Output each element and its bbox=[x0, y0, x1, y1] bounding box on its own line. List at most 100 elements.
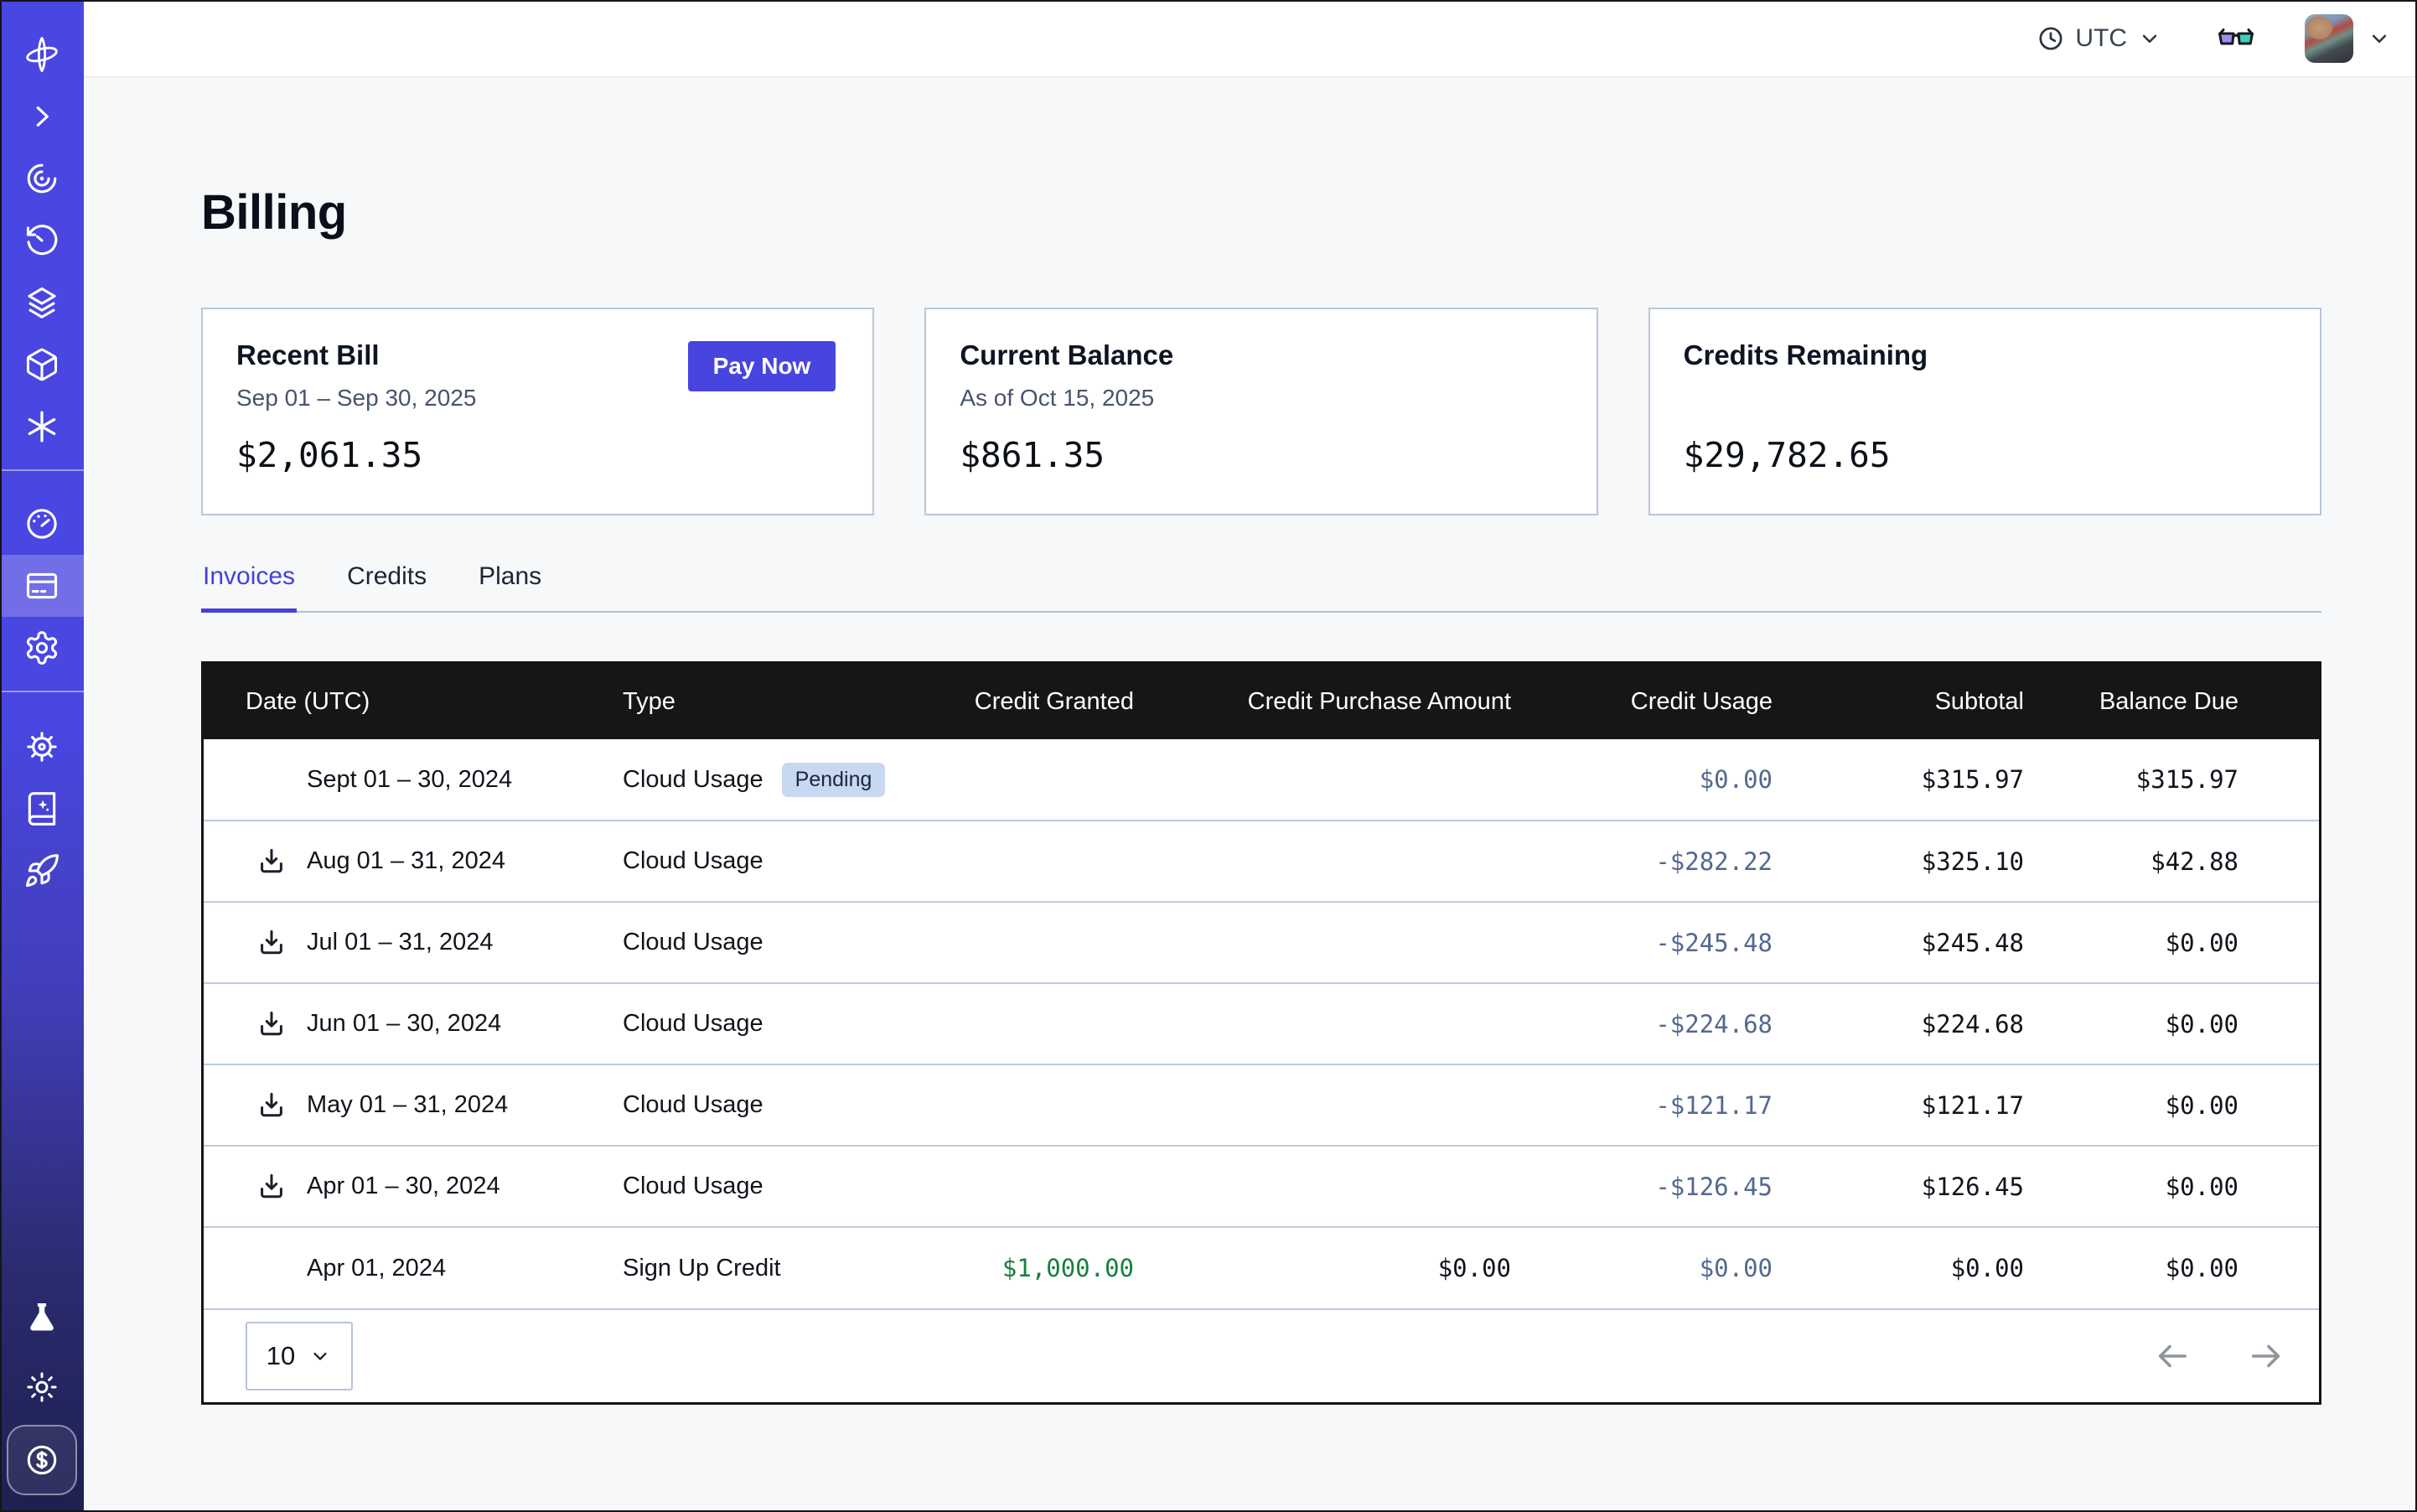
sidebar-divider bbox=[0, 691, 84, 692]
invoice-period: Apr 01 – 30, 2024 bbox=[307, 1173, 500, 1200]
sun-icon bbox=[24, 1370, 60, 1405]
download-invoice-button[interactable] bbox=[255, 845, 288, 878]
layers-icon bbox=[23, 284, 60, 321]
next-page-button[interactable] bbox=[2247, 1337, 2285, 1375]
credit-purchase-cell bbox=[1134, 983, 1511, 1064]
user-menu[interactable] bbox=[2305, 14, 2392, 63]
summary-cards: Recent Bill Sep 01 – Sep 30, 2025 Pay No… bbox=[201, 308, 2321, 515]
status-badge: Pending bbox=[782, 763, 886, 797]
invoice-type: Sign Up Credit bbox=[623, 1255, 781, 1282]
balance-due-cell: $0.00 bbox=[2024, 902, 2319, 983]
download-invoice-button[interactable] bbox=[255, 1170, 288, 1204]
credit-purchase-cell bbox=[1134, 902, 1511, 983]
card-title: Current Balance bbox=[960, 339, 1173, 371]
credit-granted-cell bbox=[924, 739, 1134, 821]
download-invoice-button[interactable] bbox=[255, 1007, 288, 1041]
sidebar-item-helm[interactable] bbox=[0, 716, 84, 778]
table-row: Apr 01, 2024 Sign Up Credit $1,000.00 $0… bbox=[204, 1227, 2319, 1308]
tab-plans[interactable]: Plans bbox=[477, 562, 543, 613]
column-header-credit-purchase: Credit Purchase Amount bbox=[1134, 664, 1511, 739]
credits-remaining-amount: $29,782.65 bbox=[1684, 435, 2283, 475]
subtotal-cell: $0.00 bbox=[1773, 1227, 2024, 1308]
download-icon bbox=[256, 1090, 287, 1121]
main-content: Billing Recent Bill Sep 01 – Sep 30, 202… bbox=[84, 77, 2417, 1512]
subtotal-cell: $325.10 bbox=[1773, 821, 2024, 902]
timezone-selector[interactable]: UTC bbox=[2037, 24, 2162, 53]
credits-reward-button[interactable] bbox=[7, 1425, 77, 1495]
credit-purchase-cell bbox=[1134, 821, 1511, 902]
sidebar-item-billing[interactable] bbox=[0, 555, 84, 617]
sidebar-item-settings[interactable] bbox=[0, 617, 84, 679]
page-size-select[interactable]: 10 bbox=[246, 1322, 353, 1390]
page-size-value: 10 bbox=[267, 1341, 295, 1371]
table-row: Aug 01 – 31, 2024 Cloud Usage -$282.22 $… bbox=[204, 821, 2319, 902]
table-header-row: Date (UTC) Type Credit Granted Credit Pu… bbox=[204, 664, 2319, 739]
download-invoice-button[interactable] bbox=[255, 926, 288, 960]
sidebar-item-layers[interactable] bbox=[0, 272, 84, 334]
subtotal-cell: $126.45 bbox=[1773, 1146, 2024, 1227]
credit-granted-cell bbox=[924, 1064, 1134, 1146]
download-icon bbox=[256, 927, 287, 959]
sidebar-item-docs[interactable] bbox=[0, 778, 84, 840]
column-header-subtotal: Subtotal bbox=[1773, 664, 2024, 739]
column-header-balance-due: Balance Due bbox=[2024, 664, 2319, 739]
prev-page-button[interactable] bbox=[2153, 1337, 2192, 1375]
credit-usage-cell: -$121.17 bbox=[1511, 1064, 1773, 1146]
credit-usage-cell: -$282.22 bbox=[1511, 821, 1773, 902]
spiral-icon bbox=[23, 160, 60, 197]
invoice-period: Jul 01 – 31, 2024 bbox=[307, 929, 494, 956]
gauge-icon bbox=[23, 505, 60, 542]
billing-tabs: Invoices Credits Plans bbox=[201, 562, 2321, 613]
sidebar-item-history[interactable] bbox=[0, 210, 84, 272]
invoice-period: Aug 01 – 31, 2024 bbox=[307, 847, 505, 875]
invoice-type: Cloud Usage bbox=[623, 929, 763, 956]
arrow-left-icon bbox=[2153, 1337, 2192, 1375]
sidebar-item-asterisk[interactable] bbox=[0, 396, 84, 458]
tab-invoices[interactable]: Invoices bbox=[201, 562, 297, 613]
billing-card-icon bbox=[23, 567, 60, 604]
column-header-date: Date (UTC) bbox=[204, 664, 623, 739]
current-balance-card: Current Balance As of Oct 15, 2025 $861.… bbox=[924, 308, 1597, 515]
table-row: May 01 – 31, 2024 Cloud Usage -$121.17 $… bbox=[204, 1064, 2319, 1146]
credit-usage-cell: $0.00 bbox=[1511, 739, 1773, 821]
subtotal-cell: $121.17 bbox=[1773, 1064, 2024, 1146]
asterisk-icon bbox=[23, 408, 60, 445]
credit-granted-cell bbox=[924, 902, 1134, 983]
download-icon bbox=[256, 846, 287, 878]
sidebar-item-dashboard[interactable] bbox=[0, 493, 84, 555]
chevron-down-icon bbox=[2367, 26, 2392, 51]
invoice-period: May 01 – 31, 2024 bbox=[307, 1091, 508, 1119]
credit-granted-cell: $1,000.00 bbox=[924, 1227, 1134, 1308]
invoice-period: Sept 01 – 30, 2024 bbox=[307, 766, 512, 794]
pay-now-button[interactable]: Pay Now bbox=[688, 341, 836, 391]
billing-period: Sep 01 – Sep 30, 2025 bbox=[236, 385, 476, 413]
balance-due-cell: $0.00 bbox=[2024, 983, 2319, 1064]
sidebar-item-spiral[interactable] bbox=[0, 148, 84, 210]
credit-usage-cell: -$245.48 bbox=[1511, 902, 1773, 983]
balance-due-cell: $0.00 bbox=[2024, 1227, 2319, 1308]
sidebar-collapse-toggle[interactable] bbox=[0, 85, 84, 148]
recent-bill-amount: $2,061.35 bbox=[236, 435, 836, 475]
credits-remaining-card: Credits Remaining $29,782.65 bbox=[1648, 308, 2321, 515]
sidebar-item-labs[interactable] bbox=[23, 1287, 60, 1349]
table-row: Jul 01 – 31, 2024 Cloud Usage -$245.48 $… bbox=[204, 902, 2319, 983]
sidebar-divider bbox=[0, 469, 84, 471]
invoices-table: Date (UTC) Type Credit Granted Credit Pu… bbox=[201, 661, 2321, 1405]
credit-purchase-cell: $0.00 bbox=[1134, 1227, 1511, 1308]
app-logo[interactable] bbox=[0, 23, 84, 85]
sidebar-item-box[interactable] bbox=[0, 334, 84, 396]
download-invoice-button[interactable] bbox=[255, 1089, 288, 1122]
glasses-button[interactable] bbox=[2216, 25, 2256, 52]
invoice-type: Cloud Usage bbox=[623, 1010, 763, 1038]
tab-credits[interactable]: Credits bbox=[345, 562, 428, 613]
subtotal-cell: $245.48 bbox=[1773, 902, 2024, 983]
sidebar-item-launch[interactable] bbox=[0, 840, 84, 902]
table-row: Jun 01 – 30, 2024 Cloud Usage -$224.68 $… bbox=[204, 983, 2319, 1064]
timezone-label: UTC bbox=[2075, 24, 2127, 53]
balance-due-cell: $42.88 bbox=[2024, 821, 2319, 902]
app-window: UTC Billing Recent bbox=[0, 0, 2417, 1512]
dollar-badge-icon bbox=[23, 1441, 61, 1479]
credit-purchase-cell bbox=[1134, 1146, 1511, 1227]
sidebar-item-theme[interactable] bbox=[24, 1356, 60, 1418]
chevron-down-icon bbox=[2137, 26, 2162, 51]
